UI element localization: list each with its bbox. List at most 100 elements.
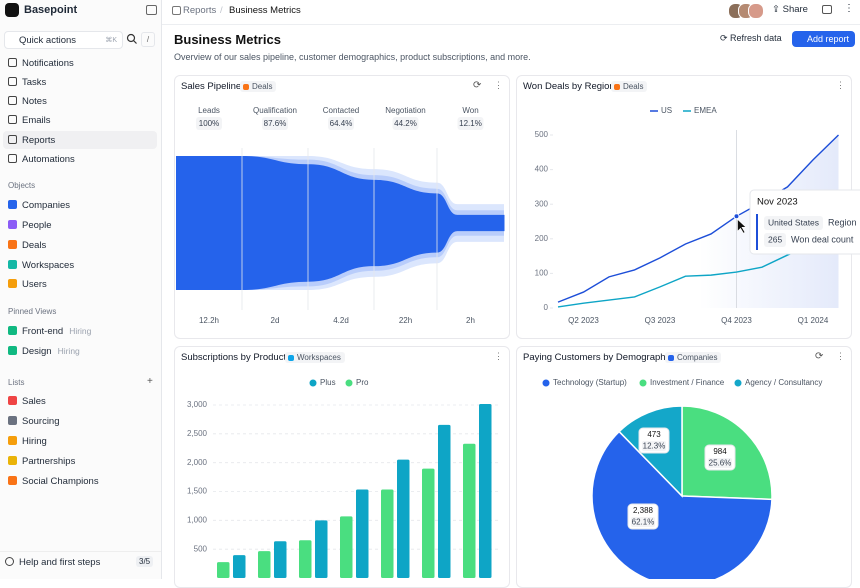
sidebar-item[interactable]: People <box>8 220 52 231</box>
nav-item[interactable]: Emails <box>8 115 51 126</box>
sidebar-item[interactable]: Workspaces <box>8 260 74 271</box>
menu-icon[interactable]: ⋮ <box>836 351 845 361</box>
legend-label: Technology (Startup) <box>553 378 627 387</box>
sidebar-item[interactable]: Deals <box>8 240 46 251</box>
line <box>557 134 839 303</box>
sidebar-item[interactable]: Users <box>8 279 47 290</box>
nav-label: Notes <box>22 96 47 107</box>
add-list[interactable]: + <box>147 376 153 387</box>
tooltip-swatch <box>756 214 758 250</box>
x-tick-label: Q4 2023 <box>721 316 752 325</box>
nav-item[interactable]: Automations <box>8 154 75 165</box>
footer <box>0 551 161 574</box>
refresh-label: Refresh data <box>730 33 782 43</box>
avatar[interactable] <box>748 3 764 19</box>
item-label: Users <box>22 279 47 290</box>
sidebar-item[interactable]: Sourcing <box>8 416 60 427</box>
more-icon[interactable]: ⋮ <box>844 3 854 14</box>
slice-value: 473 <box>647 430 661 439</box>
nav-item[interactable]: Tasks <box>8 77 46 88</box>
nav-label: Tasks <box>22 77 47 88</box>
item-icon <box>8 279 17 288</box>
legend-label: Agency / Consultancy <box>745 378 822 387</box>
breadcrumb-current: Business Metrics <box>229 5 301 16</box>
card-tag: Companies <box>665 352 722 363</box>
nav-item[interactable]: Notes <box>8 96 47 107</box>
tooltip-pill <box>764 216 823 230</box>
item-label: Social Champions <box>22 476 99 487</box>
add-report-button[interactable]: Add report <box>792 31 855 47</box>
quick-actions[interactable]: Quick actions ⌘K <box>4 31 123 49</box>
y-tick-label: 400 <box>535 165 549 174</box>
refresh-button[interactable]: ⟳ Refresh data <box>720 33 782 43</box>
item-icon <box>8 260 17 269</box>
bar <box>463 443 476 578</box>
stage-value: 12.1% <box>459 119 482 128</box>
tooltip-title: Nov 2023 <box>757 197 798 208</box>
share-button[interactable]: ⇪ Share <box>772 4 808 15</box>
legend-label: EMEA <box>694 106 717 115</box>
page-subtitle: Overview of our sales pipeline, customer… <box>174 52 531 62</box>
bar <box>299 540 312 578</box>
nav-label: Emails <box>22 115 51 126</box>
stage-label: Contacted <box>323 106 359 115</box>
section-title[interactable]: Pinned Views <box>8 307 57 316</box>
collapse-icon[interactable] <box>146 5 157 15</box>
slice-percent: 62.1% <box>632 518 655 527</box>
card-title: Subscriptions by Product <box>181 352 287 363</box>
search-icon[interactable] <box>126 33 138 45</box>
sidebar-item[interactable]: Sales <box>8 396 46 407</box>
tooltip-value: 265 <box>768 234 782 244</box>
menu-icon[interactable]: ⋮ <box>494 80 503 90</box>
sidebar-item[interactable]: Design Hiring <box>8 346 80 357</box>
breadcrumb-parent[interactable]: Reports <box>183 5 217 16</box>
item-icon <box>8 396 17 405</box>
card-title: Paying Customers by Demographic <box>523 352 673 363</box>
slice-percent-bg <box>708 458 732 468</box>
stage-duration: 4.2d <box>333 316 349 325</box>
refresh-icon[interactable]: ⟳ <box>815 351 824 362</box>
legend-swatch <box>309 379 317 387</box>
active-bg <box>3 131 157 149</box>
quick-actions-label: Quick actions <box>19 35 77 46</box>
stage-label: Leads <box>198 106 220 115</box>
bar <box>258 551 271 578</box>
topbar <box>162 0 860 25</box>
refresh-icon[interactable]: ⟳ <box>473 80 482 91</box>
nav-icon <box>8 58 17 67</box>
x-tick-label: Q1 2024 <box>798 316 829 325</box>
brand-name[interactable]: Basepoint <box>24 4 78 16</box>
stage-pill <box>392 117 419 130</box>
item-icon <box>8 200 17 209</box>
legend-label: US <box>661 106 672 115</box>
sidebar-item[interactable]: Front-end Hiring <box>8 326 91 337</box>
comments-icon[interactable] <box>822 5 832 14</box>
slash-key[interactable]: / <box>141 32 155 47</box>
nav-item[interactable]: Notifications <box>8 58 74 69</box>
item-icon <box>8 220 17 229</box>
sidebar-item[interactable]: Companies <box>8 200 70 211</box>
y-tick-label: 200 <box>535 234 549 243</box>
y-tick-label: 0 <box>544 303 549 312</box>
y-tick-label: 2,000 <box>187 458 208 467</box>
legend-swatch <box>734 379 742 387</box>
menu-icon[interactable]: ⋮ <box>836 80 845 90</box>
section-title[interactable]: Lists <box>8 378 25 387</box>
sidebar-item[interactable]: Social Champions <box>8 476 99 487</box>
section-title[interactable]: Objects <box>8 181 36 190</box>
nav-icon <box>8 96 17 105</box>
bar <box>274 541 287 578</box>
pie-slice <box>591 430 773 579</box>
y-tick-label: 100 <box>535 269 549 278</box>
stage-label: Negotiation <box>385 106 425 115</box>
shortcut: ⌘K <box>105 37 117 44</box>
item-label: Sourcing <box>22 416 60 427</box>
nav-item[interactable]: Reports <box>8 135 55 146</box>
sidebar-item[interactable]: Hiring <box>8 436 47 447</box>
help-link[interactable]: Help and first steps <box>5 557 100 568</box>
sidebar-item[interactable]: Partnerships <box>8 456 75 467</box>
funnel-stage <box>437 193 505 253</box>
menu-icon[interactable]: ⋮ <box>494 351 503 361</box>
stage-value: 100% <box>199 119 219 128</box>
y-tick-label: 300 <box>535 199 549 208</box>
